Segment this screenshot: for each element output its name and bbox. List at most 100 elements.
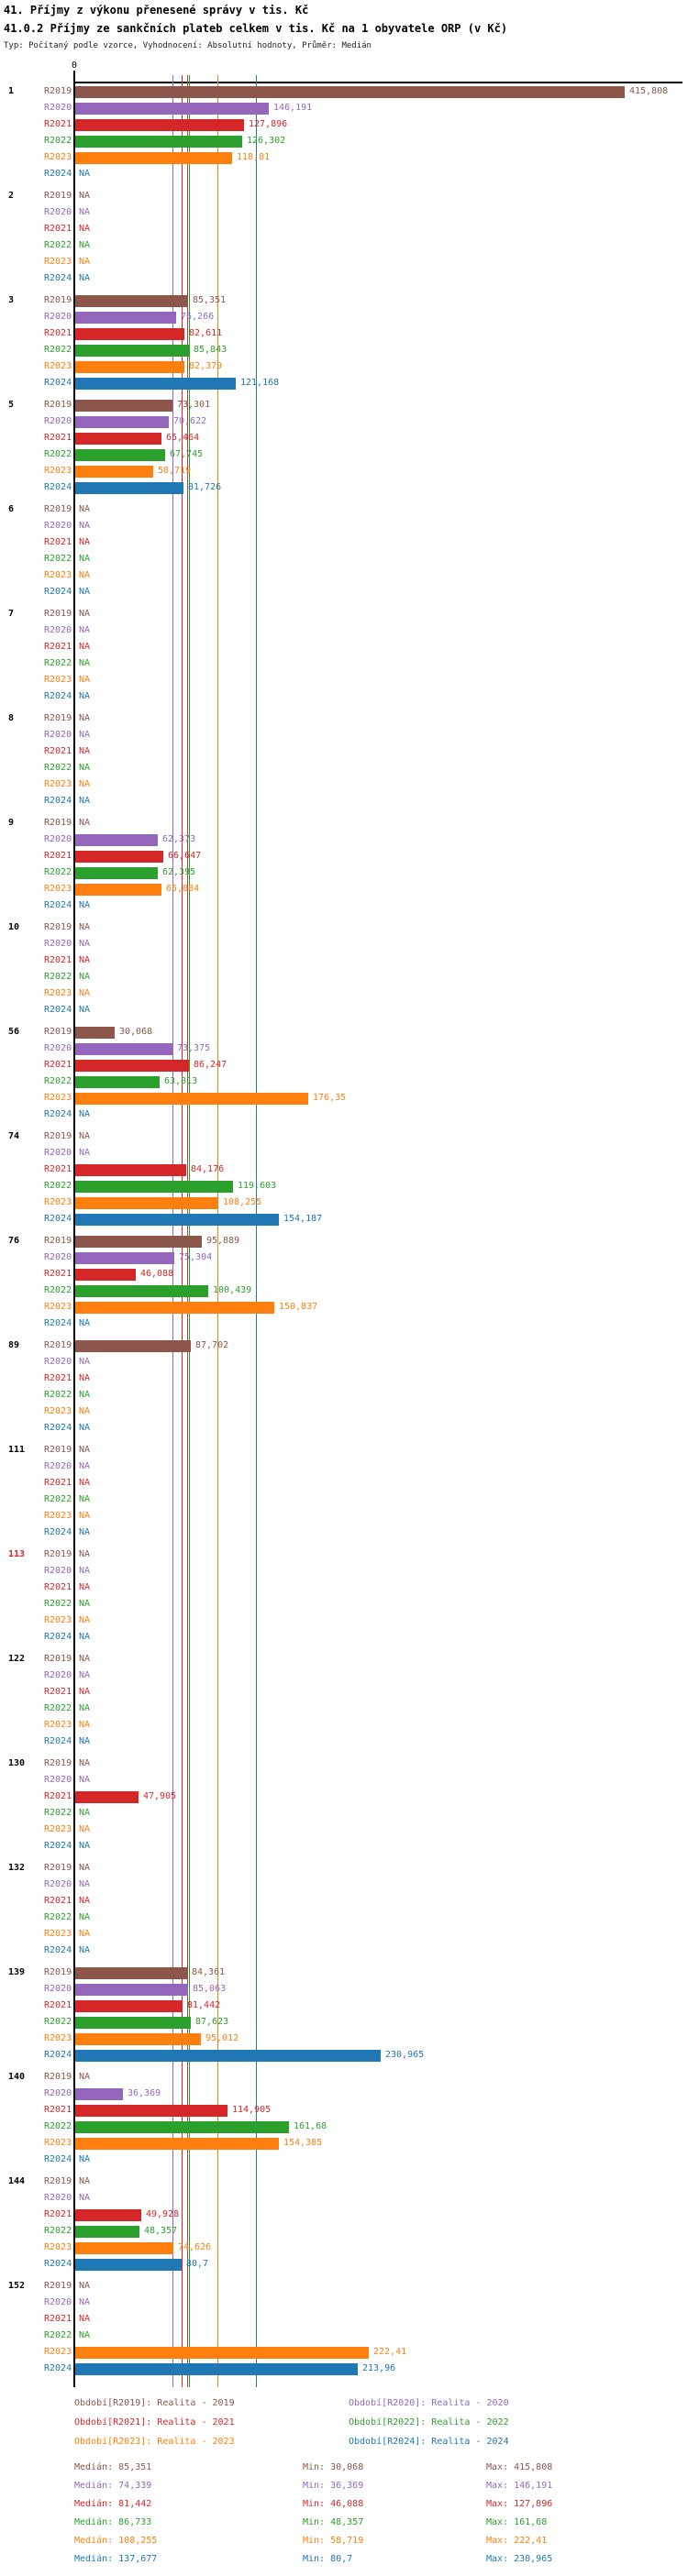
year-label: R2022: [44, 1494, 72, 1504]
year-label: R2024: [44, 482, 72, 492]
na-label: NA: [79, 2297, 91, 2307]
year-label: R2020: [44, 625, 72, 635]
year-label: R2022: [44, 2330, 72, 2340]
year-label: R2019: [44, 1758, 72, 1768]
value-label: 126,302: [247, 136, 286, 146]
year-label: R2019: [44, 1131, 72, 1141]
median-line-R2020: [172, 75, 173, 2387]
na-label: NA: [79, 1390, 91, 1400]
year-label: R2020: [44, 1461, 72, 1471]
bar-56-R2020: [75, 1043, 172, 1055]
bar-76-R2023: [75, 1302, 274, 1314]
group-id-label: 9: [8, 818, 15, 828]
year-label: R2024: [44, 1214, 72, 1224]
year-label: R2021: [44, 1896, 72, 1906]
na-label: NA: [79, 570, 91, 580]
value-label: 66,647: [168, 851, 202, 861]
na-label: NA: [79, 1703, 91, 1713]
na-label: NA: [79, 2330, 91, 2340]
bar-74-R2022: [75, 1181, 233, 1193]
value-label: 73,375: [177, 1043, 211, 1053]
value-label: 74,626: [178, 2242, 212, 2252]
na-label: NA: [79, 1841, 91, 1851]
na-label: NA: [79, 900, 91, 910]
year-label: R2020: [44, 1984, 72, 1994]
bar-3-R2019: [75, 295, 188, 307]
value-label: 65,084: [166, 884, 200, 894]
na-label: NA: [79, 504, 91, 514]
stat-max: Max: 230,965: [486, 2554, 553, 2564]
year-label: R2020: [44, 1148, 72, 1158]
year-label: R2022: [44, 972, 72, 982]
na-label: NA: [79, 746, 91, 756]
value-label: 119,603: [238, 1181, 277, 1191]
value-label: 30,068: [119, 1027, 153, 1037]
na-label: NA: [79, 972, 91, 982]
bar-144-R2022: [75, 2226, 139, 2238]
na-label: NA: [79, 763, 91, 773]
value-label: 118,81: [237, 152, 271, 162]
year-label: R2024: [44, 1005, 72, 1015]
na-label: NA: [79, 2281, 91, 2291]
bar-140-R2023: [75, 2138, 279, 2150]
year-label: R2022: [44, 1703, 72, 1713]
bar-76-R2021: [75, 1269, 136, 1281]
year-label: R2022: [44, 1808, 72, 1818]
value-label: 49,928: [146, 2209, 180, 2219]
year-label: R2022: [44, 763, 72, 773]
value-label: 62,395: [162, 867, 196, 877]
year-label: R2021: [44, 955, 72, 965]
value-label: 95,889: [206, 1236, 240, 1246]
value-label: 65,464: [166, 433, 200, 443]
year-label: R2020: [44, 1879, 72, 1889]
value-label: 84,176: [191, 1164, 225, 1174]
year-label: R2020: [44, 1775, 72, 1785]
na-label: NA: [79, 818, 91, 828]
group-id-label: 7: [8, 609, 15, 619]
na-label: NA: [79, 2154, 91, 2164]
bar-139-R2019: [75, 1967, 187, 1979]
value-label: 82,611: [189, 328, 223, 338]
year-label: R2024: [44, 691, 72, 701]
year-label: R2024: [44, 587, 72, 597]
year-label: R2023: [44, 2138, 72, 2148]
year-label: R2021: [44, 119, 72, 129]
bar-5-R2021: [75, 433, 161, 445]
year-label: R2020: [44, 1357, 72, 1367]
bar-144-R2023: [75, 2242, 173, 2254]
year-label: R2022: [44, 136, 72, 146]
group-id-label: 56: [8, 1027, 20, 1037]
year-label: R2021: [44, 1478, 72, 1488]
year-label: R2020: [44, 1043, 72, 1053]
na-label: NA: [79, 1494, 91, 1504]
na-label: NA: [79, 625, 91, 635]
year-label: R2023: [44, 884, 72, 894]
year-label: R2019: [44, 713, 72, 723]
stat-min: Min: 36,369: [303, 2481, 364, 2491]
value-label: 127,896: [249, 119, 288, 129]
legend-item: Období[R2023]: Realita - 2023: [74, 2437, 235, 2447]
value-label: 86,247: [194, 1060, 227, 1070]
year-label: R2021: [44, 224, 72, 234]
year-label: R2019: [44, 2072, 72, 2082]
value-label: 85,843: [194, 345, 227, 355]
year-label: R2023: [44, 257, 72, 267]
na-label: NA: [79, 939, 91, 949]
na-label: NA: [79, 1511, 91, 1521]
year-label: R2023: [44, 1615, 72, 1625]
year-label: R2022: [44, 1599, 72, 1609]
median-line-R2023: [217, 75, 218, 2387]
year-label: R2022: [44, 1076, 72, 1086]
na-label: NA: [79, 691, 91, 701]
na-label: NA: [79, 779, 91, 789]
year-label: R2023: [44, 466, 72, 476]
group-id-label: 6: [8, 504, 15, 514]
year-label: R2022: [44, 867, 72, 877]
bar-139-R2021: [75, 2000, 183, 2012]
na-label: NA: [79, 1423, 91, 1433]
na-label: NA: [79, 1687, 91, 1697]
year-label: R2020: [44, 730, 72, 740]
year-label: R2021: [44, 537, 72, 547]
bar-152-R2023: [75, 2347, 369, 2359]
year-label: R2022: [44, 449, 72, 459]
